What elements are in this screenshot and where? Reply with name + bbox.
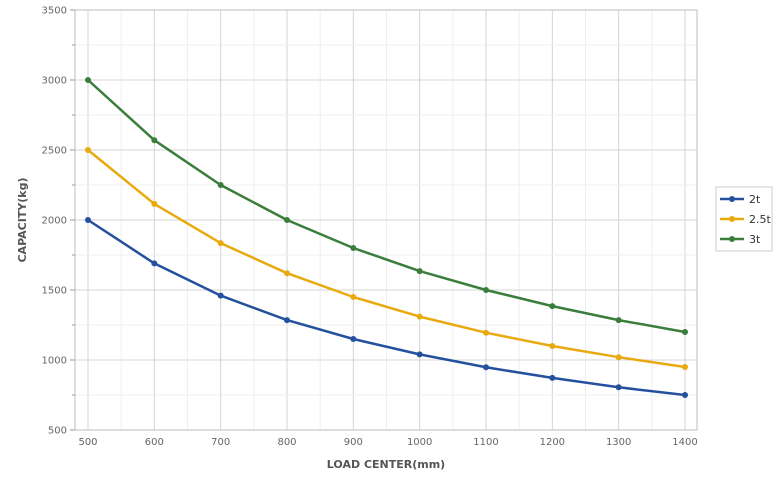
legend[interactable]: 2t 2.5t 3t bbox=[715, 186, 773, 252]
data-point bbox=[549, 343, 556, 349]
data-point bbox=[350, 336, 357, 342]
data-point bbox=[284, 317, 290, 324]
data-point bbox=[85, 77, 91, 83]
x-tick-label: 700 bbox=[211, 437, 230, 448]
data-point bbox=[682, 329, 688, 335]
data-point bbox=[615, 317, 622, 324]
data-point bbox=[416, 313, 423, 320]
data-point bbox=[85, 147, 91, 153]
legend-item[interactable]: 2t bbox=[720, 193, 761, 206]
data-point bbox=[151, 200, 158, 207]
legend-item[interactable]: 2.5t bbox=[720, 213, 771, 226]
y-tick-label: 1000 bbox=[42, 356, 67, 367]
y-axis-title: CAPACITY(kg) bbox=[16, 177, 29, 262]
data-point bbox=[284, 217, 290, 223]
axis-ticks: 500 600 700 800 900 1000 1100 1200 1300 1400 500 10… bbox=[42, 6, 698, 449]
x-tick-label: 900 bbox=[344, 437, 363, 448]
y-tick-label: 500 bbox=[48, 426, 67, 437]
data-point bbox=[483, 287, 489, 293]
series-line bbox=[87, 218, 686, 397]
x-tick-label: 800 bbox=[277, 437, 296, 448]
series-line bbox=[87, 149, 686, 369]
legend-swatch-marker bbox=[729, 216, 735, 222]
data-point bbox=[85, 217, 91, 223]
y-tick-label: 1500 bbox=[42, 286, 67, 297]
x-tick-label: 1200 bbox=[540, 437, 565, 448]
series-group bbox=[85, 77, 688, 398]
data-point bbox=[350, 245, 357, 251]
y-tick-label: 2000 bbox=[42, 216, 67, 227]
legend-item[interactable]: 3t bbox=[720, 233, 761, 246]
y-tick-label: 2500 bbox=[42, 146, 67, 157]
x-tick-label: 600 bbox=[145, 437, 164, 448]
x-tick-label: 1000 bbox=[407, 437, 432, 448]
x-tick-label: 1400 bbox=[672, 437, 697, 448]
data-point bbox=[483, 329, 489, 336]
grid-lines bbox=[75, 9, 697, 431]
data-point bbox=[217, 182, 224, 188]
data-point bbox=[615, 354, 622, 361]
data-point bbox=[284, 270, 290, 277]
legend-label: 3t bbox=[749, 233, 761, 246]
data-point bbox=[483, 364, 489, 371]
data-point bbox=[549, 374, 556, 381]
legend-swatch-marker bbox=[729, 236, 735, 242]
data-point bbox=[217, 240, 224, 247]
data-point bbox=[549, 303, 556, 310]
x-tick-label: 1100 bbox=[473, 437, 498, 448]
data-point bbox=[615, 384, 622, 391]
data-point bbox=[350, 294, 357, 300]
legend-label: 2t bbox=[749, 193, 761, 206]
data-point bbox=[151, 260, 158, 267]
x-axis-title: LOAD CENTER(mm) bbox=[327, 458, 445, 471]
x-tick-label: 1300 bbox=[606, 437, 631, 448]
data-point bbox=[217, 292, 224, 299]
data-point bbox=[682, 392, 688, 398]
y-tick-label: 3500 bbox=[42, 6, 67, 17]
data-point bbox=[416, 351, 423, 358]
data-point bbox=[416, 268, 423, 275]
y-tick-label: 3000 bbox=[42, 76, 67, 87]
data-point bbox=[682, 364, 688, 370]
legend-label: 2.5t bbox=[749, 213, 771, 226]
legend-swatch-marker bbox=[729, 196, 735, 202]
data-point bbox=[151, 137, 158, 144]
series-line bbox=[87, 79, 686, 334]
x-tick-label: 500 bbox=[78, 437, 97, 448]
